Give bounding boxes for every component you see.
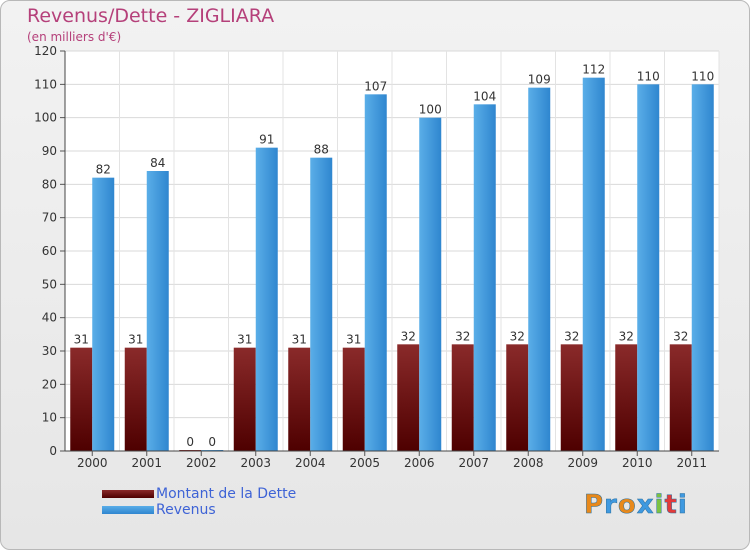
bar-revenus xyxy=(92,177,115,451)
x-tick-label: 2000 xyxy=(77,456,108,470)
data-label-revenus: 84 xyxy=(150,156,165,170)
x-tick-label: 2002 xyxy=(186,456,217,470)
data-label-dette: 32 xyxy=(564,329,579,343)
bar-dette xyxy=(506,344,529,451)
data-label-dette: 32 xyxy=(510,329,525,343)
x-tick-label: 2001 xyxy=(131,456,162,470)
y-tick-label: 80 xyxy=(42,177,57,191)
logo-text: Proxiti xyxy=(584,490,688,521)
x-tick-label: 2006 xyxy=(404,456,435,470)
data-label-dette: 32 xyxy=(619,329,634,343)
data-label-revenus: 112 xyxy=(582,63,605,77)
y-tick-label: 20 xyxy=(42,377,57,391)
bar-revenus xyxy=(637,84,660,451)
data-label-revenus: 82 xyxy=(96,163,111,177)
chart-title: Revenus/Dette - ZIGLIARA xyxy=(27,5,275,27)
logo-letter: t xyxy=(664,490,678,521)
logo-letter: i xyxy=(677,490,688,521)
data-label-dette: 32 xyxy=(401,329,416,343)
bar-revenus xyxy=(146,171,169,451)
legend-swatch-dette xyxy=(102,490,154,498)
bar-revenus xyxy=(255,147,278,451)
data-label-dette: 32 xyxy=(455,329,470,343)
bar-dette xyxy=(233,347,256,451)
x-tick-label: 2007 xyxy=(458,456,489,470)
bar-revenus xyxy=(582,77,605,452)
bar-revenus xyxy=(310,157,333,451)
bar-revenus xyxy=(528,87,551,452)
data-label-revenus: 100 xyxy=(419,103,442,117)
proxiti-logo: Proxiti xyxy=(584,490,688,521)
bar-dette xyxy=(669,344,692,451)
data-label-revenus: 88 xyxy=(314,143,329,157)
logo-letter: i xyxy=(654,490,665,521)
x-tick-label: 2003 xyxy=(240,456,271,470)
bar-dette xyxy=(397,344,420,451)
y-tick-label: 50 xyxy=(42,277,57,291)
data-label-dette: 31 xyxy=(128,333,143,347)
data-label-revenus: 110 xyxy=(637,69,660,83)
bar-revenus xyxy=(691,84,714,451)
y-tick-label: 0 xyxy=(49,444,57,458)
bar-dette xyxy=(124,347,147,451)
legend-label-dette: Montant de la Dette xyxy=(156,486,297,502)
data-label-dette: 31 xyxy=(346,333,361,347)
y-tick-label: 70 xyxy=(42,211,57,225)
y-tick-label: 60 xyxy=(42,244,57,258)
bar-revenus xyxy=(473,104,496,451)
data-label-dette: 31 xyxy=(292,333,307,347)
y-tick-label: 100 xyxy=(34,111,57,125)
logo-letter: P xyxy=(584,490,605,521)
x-tick-label: 2005 xyxy=(349,456,380,470)
bar-revenus xyxy=(419,117,442,452)
bar-dette xyxy=(70,347,93,451)
data-label-revenus: 110 xyxy=(691,69,714,83)
x-tick-label: 2004 xyxy=(295,456,326,470)
y-tick-label: 40 xyxy=(42,311,57,325)
data-label-revenus: 107 xyxy=(364,79,387,93)
logo-letter: o xyxy=(617,490,637,521)
y-tick-label: 90 xyxy=(42,144,57,158)
bar-dette xyxy=(615,344,638,451)
data-label-revenus: 0 xyxy=(208,435,216,449)
data-label-revenus: 109 xyxy=(528,73,551,87)
data-label-dette: 31 xyxy=(237,333,252,347)
x-tick-label: 2009 xyxy=(567,456,598,470)
data-label-revenus: 91 xyxy=(259,133,274,147)
bar-dette xyxy=(342,347,365,451)
x-tick-label: 2008 xyxy=(513,456,544,470)
y-tick-label: 120 xyxy=(34,44,57,58)
bar-dette xyxy=(451,344,474,451)
chart-subtitle: (en milliers d'€) xyxy=(27,30,122,44)
x-tick-label: 2011 xyxy=(676,456,707,470)
bar-revenus xyxy=(364,94,387,451)
logo-letter: r xyxy=(604,490,618,521)
y-tick-label: 10 xyxy=(42,411,57,425)
y-tick-label: 30 xyxy=(42,344,57,358)
bar-dette xyxy=(560,344,583,451)
x-tick-label: 2010 xyxy=(622,456,653,470)
data-label-dette: 32 xyxy=(673,329,688,343)
legend-label-revenus: Revenus xyxy=(156,502,216,518)
logo-letter: x xyxy=(636,490,655,521)
legend-swatch-revenus xyxy=(102,506,154,514)
data-label-dette: 0 xyxy=(186,435,194,449)
data-label-revenus: 104 xyxy=(473,89,496,103)
y-tick-label: 110 xyxy=(34,77,57,91)
data-label-dette: 31 xyxy=(74,333,89,347)
bar-dette xyxy=(288,347,311,451)
